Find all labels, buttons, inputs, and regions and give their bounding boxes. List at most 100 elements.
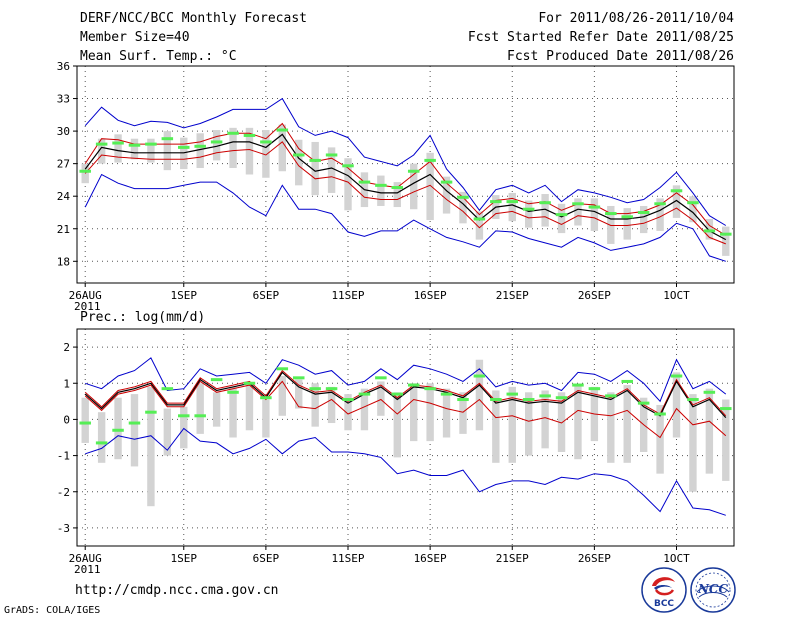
temp-box [147,138,155,163]
prec-xtick-label: 26AUG [69,552,102,565]
prec-mean-marker [670,374,683,378]
prec-box [311,383,319,427]
temp-xtick-label: 1OCT [663,289,690,302]
temp-xtick-label: 11SEP [331,289,364,302]
prec-inner-lower-line [84,380,727,439]
temp-box [722,226,730,256]
temp-box [656,198,664,231]
prec-mean-marker [342,398,354,402]
temp-mean-marker [178,145,190,149]
chart-title: DERF/NCC/BCC Monthly Forecast [80,11,307,26]
prec-box [81,397,89,443]
temp-box [459,191,467,224]
source-url[interactable]: http://cmdp.ncc.cma.gov.cn [75,583,279,598]
prec-xtick-label: 11SEP [331,552,364,565]
prec-box [492,390,500,463]
temp-box [114,134,122,163]
prec-mean-marker [260,396,272,400]
prec-box [344,394,352,431]
prec-box [147,386,155,507]
prec-mean-marker [522,398,535,402]
temp-mean-marker [309,158,321,162]
prec-mean-marker [79,421,91,425]
temp-box [623,208,631,240]
temp-box [311,141,319,196]
temp-box [590,198,599,231]
prec-box [97,412,106,463]
prec-box [114,397,122,460]
temp-outer-upper-line [84,97,727,226]
prec-ytick-label: -1 [57,450,70,463]
temp-mean-marker [720,232,732,236]
temp-box [426,152,434,221]
prec-mean-marker [555,396,568,400]
temp-mean-marker [227,131,239,135]
prec-ytick-label: 0 [63,413,70,426]
prec-box [262,399,270,438]
temp-mean-marker [342,164,354,168]
temp-inner-upper-line [84,122,727,236]
temp-mean-marker [703,229,716,233]
temp-box [689,196,697,223]
prec-box [607,392,615,463]
prec-box [475,359,484,431]
temp-mean-marker [605,212,617,216]
temp-box [508,192,516,222]
temp-mean-marker [473,217,486,221]
temp-mean-marker [457,195,469,199]
temp-mean-marker [243,133,256,137]
temp-xtick-label: 21SEP [496,289,529,302]
temp-mean-marker [161,137,174,141]
temp-mean-marker [145,142,157,146]
prec-box [245,383,254,431]
temp-plot-frame [76,65,735,284]
temp-mean-marker [424,158,436,162]
temp-median-line [84,133,727,241]
prec-mean-marker [720,407,732,411]
temp-mean-marker [572,202,584,206]
temp-box [607,205,615,244]
prec-plot-frame [76,328,735,547]
temp-mean-marker [637,210,650,214]
temp-mean-marker [588,205,601,209]
prec-mean-marker [473,374,486,378]
bcc-logo: BCC [641,567,687,613]
prec-mean-marker [424,387,436,391]
prec-mean-marker [128,421,141,425]
prec-box [410,383,418,442]
temp-box [524,200,533,228]
prec-mean-marker [703,390,716,394]
prec-ytick-label: -2 [57,486,70,499]
temp-box [705,218,714,240]
prec-xtick-label: 26SEP [578,552,611,565]
prec-box [689,394,697,492]
prec-xtick-label: 21SEP [496,552,529,565]
prec-box [524,392,533,456]
variable-label: Mean Surf. Temp.: °C [80,49,237,64]
temp-box [410,163,418,210]
temp-xtick-label: 26SEP [578,289,611,302]
temp-ytick-label: 36 [57,60,70,73]
prec-box [180,406,188,449]
prec-box [557,392,566,452]
temp-mean-marker [358,180,371,184]
prec-box [722,399,730,481]
prec-box [229,386,237,438]
prec-box [163,408,172,456]
prec-box [508,386,516,463]
prec-box [672,372,681,438]
temp-box [672,185,681,218]
prec-mean-marker [440,392,453,396]
prec-ytick-label: 2 [63,341,70,354]
temp-xtick-label: 16SEP [414,289,447,302]
temp-mean-marker [112,141,124,145]
prec-outer-upper-line [85,357,727,403]
temp-box [245,127,254,175]
ncc-logo: NCC [690,567,736,613]
temp-box [229,127,237,168]
temp-mean-marker [670,189,683,193]
prec-mean-marker [309,387,321,391]
temp-xtick-label: 26AUG [69,289,102,302]
temp-mean-marker [687,201,699,205]
prec-mean-marker [687,398,699,402]
